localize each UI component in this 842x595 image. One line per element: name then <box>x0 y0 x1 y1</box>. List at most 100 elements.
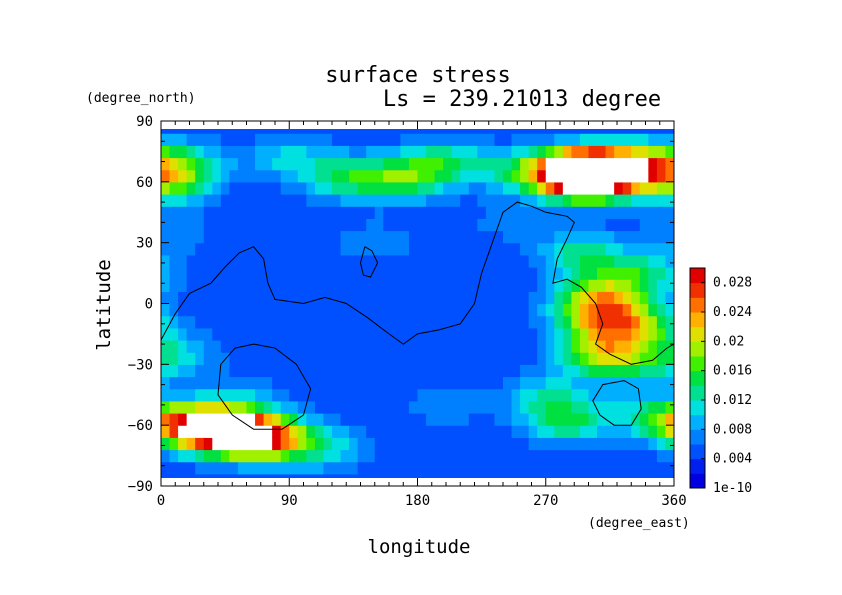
heatmap-cell <box>494 133 504 146</box>
heatmap-cell <box>366 425 376 438</box>
heatmap-cell <box>631 157 641 171</box>
heatmap-cell <box>545 340 555 353</box>
heatmap-cell <box>366 206 376 219</box>
heatmap-cell <box>460 145 470 159</box>
heatmap-cell <box>451 133 461 146</box>
heatmap-cell <box>426 145 436 159</box>
heatmap-cell <box>639 291 649 305</box>
heatmap-cell <box>511 376 521 390</box>
heatmap-cell <box>186 169 196 183</box>
heatmap-cell <box>597 364 607 378</box>
heatmap-cell <box>485 425 496 438</box>
heatmap-cell <box>554 157 564 171</box>
heatmap-cell <box>297 376 307 390</box>
heatmap-cell <box>237 449 248 463</box>
heatmap-cell <box>195 133 205 146</box>
heatmap-cell <box>503 254 513 268</box>
heatmap-cell <box>579 194 590 207</box>
heatmap-cell <box>571 303 581 317</box>
heatmap-cell <box>340 425 350 438</box>
heatmap-cell <box>366 400 376 414</box>
heatmap-cell <box>443 449 453 463</box>
heatmap-cell <box>391 206 401 219</box>
heatmap-cell <box>255 376 265 390</box>
heatmap-cell <box>485 449 496 463</box>
heatmap-cell <box>494 449 504 463</box>
heatmap-cell <box>263 230 273 244</box>
heatmap-cell <box>195 437 205 451</box>
heatmap-cell <box>528 352 538 365</box>
heatmap-cell <box>349 230 359 244</box>
heatmap-cell <box>374 473 384 478</box>
heatmap-cell <box>366 291 376 305</box>
heatmap-cell <box>622 291 632 305</box>
heatmap-cell <box>332 327 342 341</box>
heatmap-cell <box>374 169 384 183</box>
heatmap-cell <box>280 218 290 232</box>
heatmap-cell <box>306 388 316 402</box>
heatmap-cell <box>383 461 393 475</box>
heatmap-cell <box>374 352 384 365</box>
heatmap-cell <box>477 206 487 219</box>
heatmap-cell <box>323 194 333 207</box>
heatmap-cell <box>374 267 384 280</box>
heatmap-cell <box>417 157 427 171</box>
heatmap-cell <box>434 449 444 463</box>
heatmap-cell <box>246 425 256 438</box>
heatmap-cell <box>272 376 282 390</box>
heatmap-cell <box>528 279 538 292</box>
heatmap-cell <box>391 218 401 232</box>
heatmap-cell <box>656 133 667 146</box>
heatmap-cell <box>246 181 256 195</box>
heatmap-cell <box>332 133 342 146</box>
heatmap-cell <box>383 129 393 134</box>
heatmap-cell <box>537 169 547 183</box>
heatmap-cell <box>340 242 350 256</box>
heatmap-cell <box>648 206 658 219</box>
heatmap-cell <box>417 340 427 353</box>
heatmap-cell <box>280 133 290 146</box>
heatmap-cell <box>408 400 419 414</box>
heatmap-cell <box>417 352 427 365</box>
heatmap-cell <box>639 230 649 244</box>
contour-southern-loop-right <box>592 380 642 426</box>
heatmap-cell <box>314 449 325 463</box>
heatmap-cell <box>614 291 624 305</box>
heatmap-cell <box>588 437 598 451</box>
heatmap-cell <box>605 181 615 195</box>
colorbar-segment <box>690 370 705 386</box>
heatmap-cell <box>537 133 547 146</box>
heatmap-cell <box>426 327 436 341</box>
heatmap-cell <box>186 181 196 195</box>
heatmap-cell <box>485 279 496 292</box>
heatmap-cell <box>451 364 461 378</box>
heatmap-cell <box>255 291 265 305</box>
heatmap-cell <box>366 364 376 378</box>
heatmap-cell <box>212 425 222 438</box>
heatmap-cell <box>485 194 496 207</box>
heatmap-cell <box>468 291 478 305</box>
heatmap-cell <box>314 194 325 207</box>
heatmap-cell <box>169 169 179 183</box>
heatmap-cell <box>246 315 256 329</box>
heatmap-cell <box>178 145 188 159</box>
heatmap-cell <box>562 169 572 183</box>
heatmap-cell <box>366 133 376 146</box>
heatmap-cell <box>571 133 581 146</box>
heatmap-cell <box>212 267 222 280</box>
heatmap-cell <box>323 206 333 219</box>
heatmap-cell <box>203 376 213 390</box>
heatmap-cell <box>297 291 307 305</box>
heatmap-cell <box>357 376 367 390</box>
heatmap-cell <box>554 388 564 402</box>
heatmap-cell <box>246 206 256 219</box>
heatmap-cell <box>280 194 290 207</box>
heatmap-cell <box>511 340 521 353</box>
heatmap-cell <box>434 169 444 183</box>
heatmap-cell <box>400 230 410 244</box>
heatmap-cell <box>289 303 299 317</box>
heatmap-cell <box>212 327 222 341</box>
heatmap-cell <box>426 449 436 463</box>
heatmap-cell <box>631 133 641 146</box>
